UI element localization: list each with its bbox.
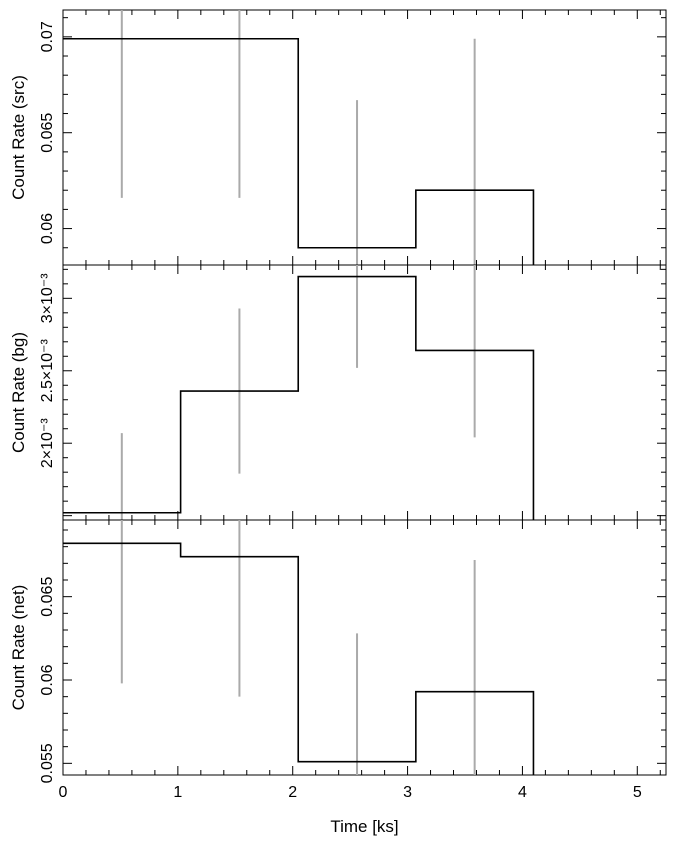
panel-2-y-tick-label-2: 0.065 (39, 577, 56, 617)
panel-2-step-line (63, 542, 535, 775)
panel-1-y-tick-label-2: 3×10⁻³ (39, 273, 56, 323)
panel-1-y-tick-label-1: 2.5×10⁻³ (39, 339, 56, 403)
x-tick-label-4: 4 (518, 784, 527, 801)
panel-1-frame (62, 264, 667, 521)
panel-2-y-tick-label-1: 0.06 (39, 664, 56, 695)
x-tick-label-5: 5 (633, 784, 642, 801)
panel-2-y-axis-label: Count Rate (net) (9, 585, 28, 711)
x-tick-label-3: 3 (403, 784, 412, 801)
panel-1-step-line (63, 275, 535, 520)
panel-0-frame (62, 9, 667, 266)
panel-0-step-line (63, 37, 535, 265)
panel-0-y-tick-label-2: 0.07 (39, 21, 56, 52)
x-tick-label-0: 0 (59, 784, 68, 801)
panel-1-y-tick-label-0: 2×10⁻³ (39, 418, 56, 468)
panel-1-y-axis-label: Count Rate (bg) (9, 332, 28, 453)
panel-0-y-tick-label-1: 0.065 (39, 113, 56, 153)
panel-0-y-tick-label-0: 0.06 (39, 213, 56, 244)
x-tick-label-1: 1 (173, 784, 182, 801)
panel-2-y-tick-label-0: 0.055 (39, 743, 56, 783)
x-tick-label-2: 2 (288, 784, 297, 801)
x-axis-label: Time [ks] (330, 817, 398, 836)
panel-2-frame (62, 519, 667, 776)
panel-0-y-axis-label: Count Rate (src) (9, 75, 28, 200)
